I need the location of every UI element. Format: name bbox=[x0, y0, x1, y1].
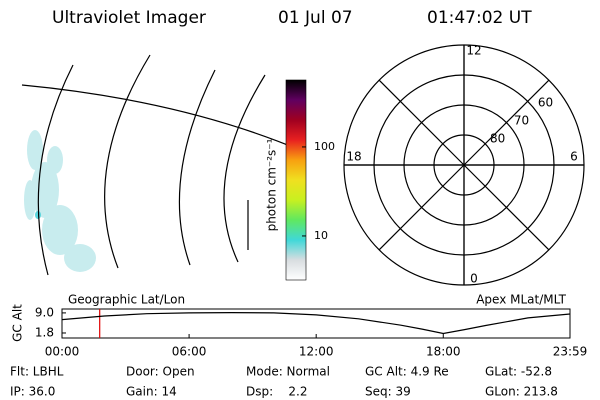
info-field: GC Alt: 4.9 Re bbox=[365, 365, 449, 379]
colorbar-tick-label: 10 bbox=[314, 229, 328, 242]
y-axis-label: GC Alt bbox=[11, 304, 25, 342]
info-field: IP: 36.0 bbox=[10, 385, 55, 399]
map-image bbox=[21, 54, 301, 276]
colorbar-fill bbox=[285, 79, 307, 281]
mlt-label: 6 bbox=[570, 150, 578, 164]
mlt-label: 12 bbox=[466, 44, 481, 58]
colorbar-label: photon cm⁻²s⁻¹ bbox=[265, 138, 279, 231]
y-tick-label: 9.0 bbox=[35, 305, 54, 319]
latitude-label: 80 bbox=[490, 131, 505, 145]
colorbar-tick-label: 100 bbox=[314, 140, 335, 153]
info-field: Mode: Normal bbox=[246, 365, 330, 379]
info-field: Gain: 14 bbox=[126, 385, 177, 399]
altitude-timeline: GC Alt Geographic Lat/Lon Apex MLat/MLT 1.8… bbox=[11, 293, 588, 359]
mlt-label: 18 bbox=[346, 150, 361, 164]
y-tick-label: 1.8 bbox=[35, 325, 54, 339]
x-tick-label: 18:00 bbox=[426, 345, 461, 359]
info-field: GLat: -52.8 bbox=[485, 365, 552, 379]
info-field: Door: Open bbox=[126, 365, 195, 379]
info-panel: Flt: LBHL Door: Open Mode: Normal GC Alt: 4… bbox=[10, 365, 558, 399]
date: 01 Jul 07 bbox=[278, 8, 353, 28]
latitude-label: 60 bbox=[538, 95, 553, 109]
colorbar: 10 100 photon cm⁻²s⁻¹ bbox=[265, 79, 335, 281]
info-field: Flt: LBHL bbox=[10, 365, 64, 379]
info-field: Seq: 39 bbox=[365, 385, 411, 399]
x-tick-label: 06:00 bbox=[172, 345, 207, 359]
x-tick-label: 23:59 bbox=[553, 345, 588, 359]
altitude-line bbox=[61, 311, 571, 335]
info-field: Dsp: 2.2 bbox=[246, 385, 308, 399]
x-tick-label: 12:00 bbox=[299, 345, 334, 359]
right-label: Apex MLat/MLT bbox=[476, 293, 566, 307]
mlt-label: 0 bbox=[470, 272, 478, 286]
left-label: Geographic Lat/Lon bbox=[68, 293, 185, 307]
info-field: GLon: 213.8 bbox=[485, 385, 558, 399]
x-tick-label: 00:00 bbox=[45, 345, 80, 359]
latitude-label: 70 bbox=[514, 113, 529, 127]
time: 01:47:02 UT bbox=[427, 8, 532, 28]
title: Ultraviolet Imager bbox=[52, 8, 206, 28]
